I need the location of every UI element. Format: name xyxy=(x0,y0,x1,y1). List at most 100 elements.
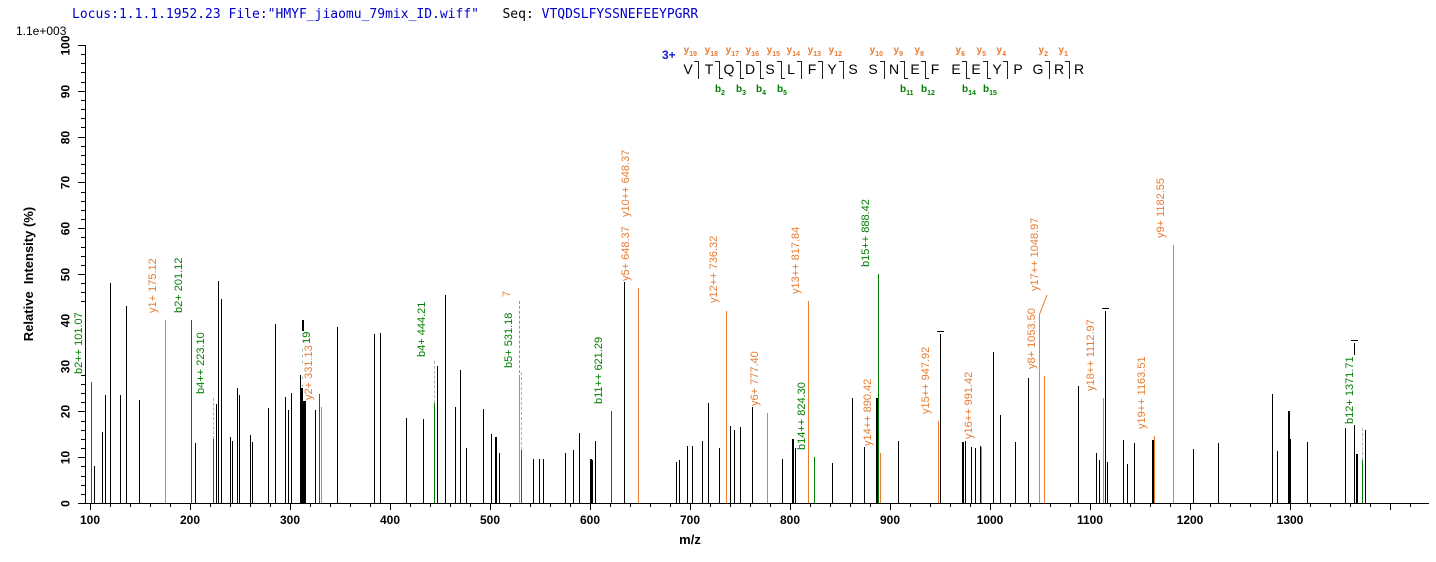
b-ion-hook xyxy=(904,78,908,79)
x-tick xyxy=(590,504,591,510)
x-tick xyxy=(790,504,791,510)
x-tick xyxy=(110,504,111,507)
y-tick xyxy=(78,136,85,138)
b-ion-hook xyxy=(925,78,929,79)
x-tick xyxy=(810,504,811,507)
x-tick xyxy=(1030,504,1031,507)
y-tick xyxy=(81,283,85,285)
peak-label: 7 xyxy=(500,290,513,299)
peak xyxy=(1277,451,1278,503)
x-tick xyxy=(1310,504,1311,507)
residue: Y xyxy=(827,61,837,77)
residue: S xyxy=(868,61,878,77)
residue: R xyxy=(1053,61,1065,77)
peak xyxy=(518,378,520,503)
cleavage-bar xyxy=(822,61,823,79)
y-tick xyxy=(78,228,85,230)
y-ion-hook xyxy=(839,61,843,62)
peak-label: y16++ 991.42 xyxy=(963,371,976,441)
y-ion-hook xyxy=(715,61,719,62)
peak xyxy=(734,430,735,503)
peak xyxy=(120,395,121,503)
residue: D xyxy=(744,61,756,77)
label-leader xyxy=(518,301,520,378)
y-tick-label: 90 xyxy=(58,84,73,98)
residue: F xyxy=(807,61,817,77)
peak xyxy=(321,407,323,503)
x-tick xyxy=(750,504,751,507)
cleavage-bar xyxy=(740,61,741,79)
peak xyxy=(965,441,966,503)
y-tick-label: 50 xyxy=(58,267,73,282)
peak xyxy=(679,460,680,503)
x-tick xyxy=(510,504,511,507)
peak xyxy=(139,400,140,503)
peak xyxy=(590,459,592,503)
y-tick xyxy=(78,182,85,184)
peak xyxy=(767,413,769,503)
b-ion-hook xyxy=(740,78,744,79)
cleavage-bar xyxy=(698,61,699,79)
peak xyxy=(1361,460,1363,503)
peak xyxy=(1364,430,1366,503)
peak-top-tick xyxy=(1101,308,1109,309)
y-ion-hook xyxy=(900,61,904,62)
y-ion-label: y19 xyxy=(683,45,697,58)
y-ion-label: y12 xyxy=(828,45,842,58)
peak xyxy=(782,459,783,503)
y-ion-hook xyxy=(1065,61,1069,62)
peak xyxy=(1288,411,1290,503)
peak xyxy=(592,460,593,503)
y-ion-hook xyxy=(694,61,698,62)
cleavage-bar xyxy=(843,61,844,79)
residue: L xyxy=(787,61,795,77)
y-tick-label: 60 xyxy=(58,222,73,236)
y-ion-hook xyxy=(756,61,760,62)
peak xyxy=(1345,428,1346,503)
peak xyxy=(1272,394,1273,503)
y-tick xyxy=(81,173,85,175)
cleavage-bar xyxy=(987,61,988,79)
peak xyxy=(218,281,219,503)
peak xyxy=(1096,453,1097,503)
x-tick xyxy=(470,504,471,507)
peak xyxy=(595,441,596,503)
y-ion-hook xyxy=(777,61,781,62)
peak-label: y19++ 1163.51 xyxy=(1135,355,1148,430)
x-tick xyxy=(1090,504,1091,510)
peak-label: y2+ 331.13 xyxy=(303,343,316,401)
peak xyxy=(1290,439,1291,503)
y-tick xyxy=(81,109,85,111)
peak xyxy=(687,446,688,503)
y-ion-label: y1 xyxy=(1058,45,1068,58)
peak-label: b2++ 101.07 xyxy=(73,311,86,376)
peak xyxy=(1107,462,1108,503)
peak xyxy=(1028,378,1029,503)
y-tick xyxy=(81,393,85,395)
peak-label: b2+ 201.12 xyxy=(173,256,186,314)
b-ion-label: b2 xyxy=(715,84,726,97)
peak xyxy=(300,375,302,503)
y-ion-hook xyxy=(962,61,966,62)
peak xyxy=(1356,454,1358,503)
y-tick xyxy=(81,164,85,166)
peak xyxy=(726,311,728,503)
peak xyxy=(898,441,899,503)
x-tick xyxy=(670,504,671,507)
peak xyxy=(792,439,794,503)
b-ion-hook xyxy=(719,78,723,79)
y-axis xyxy=(85,45,86,504)
y-tick xyxy=(81,310,85,312)
y-tick xyxy=(81,493,85,495)
y-tick xyxy=(78,503,85,504)
x-tick-label: 200 xyxy=(179,513,201,527)
label-leader xyxy=(213,397,215,439)
sequence-text: VTQDSLFYSSNEFEEYPGRR xyxy=(541,7,699,22)
header: Locus:1.1.1.1952.23 File:"HMYF_jiaomu_79… xyxy=(72,7,698,22)
x-tick xyxy=(1210,504,1211,507)
residue: P xyxy=(1013,61,1023,77)
peak xyxy=(1000,415,1001,503)
peak-label: y1+ 175.12 xyxy=(147,256,160,314)
peak-label: b14++ 824.30 xyxy=(796,380,809,451)
peak-label: y14++ 890.42 xyxy=(862,377,875,447)
